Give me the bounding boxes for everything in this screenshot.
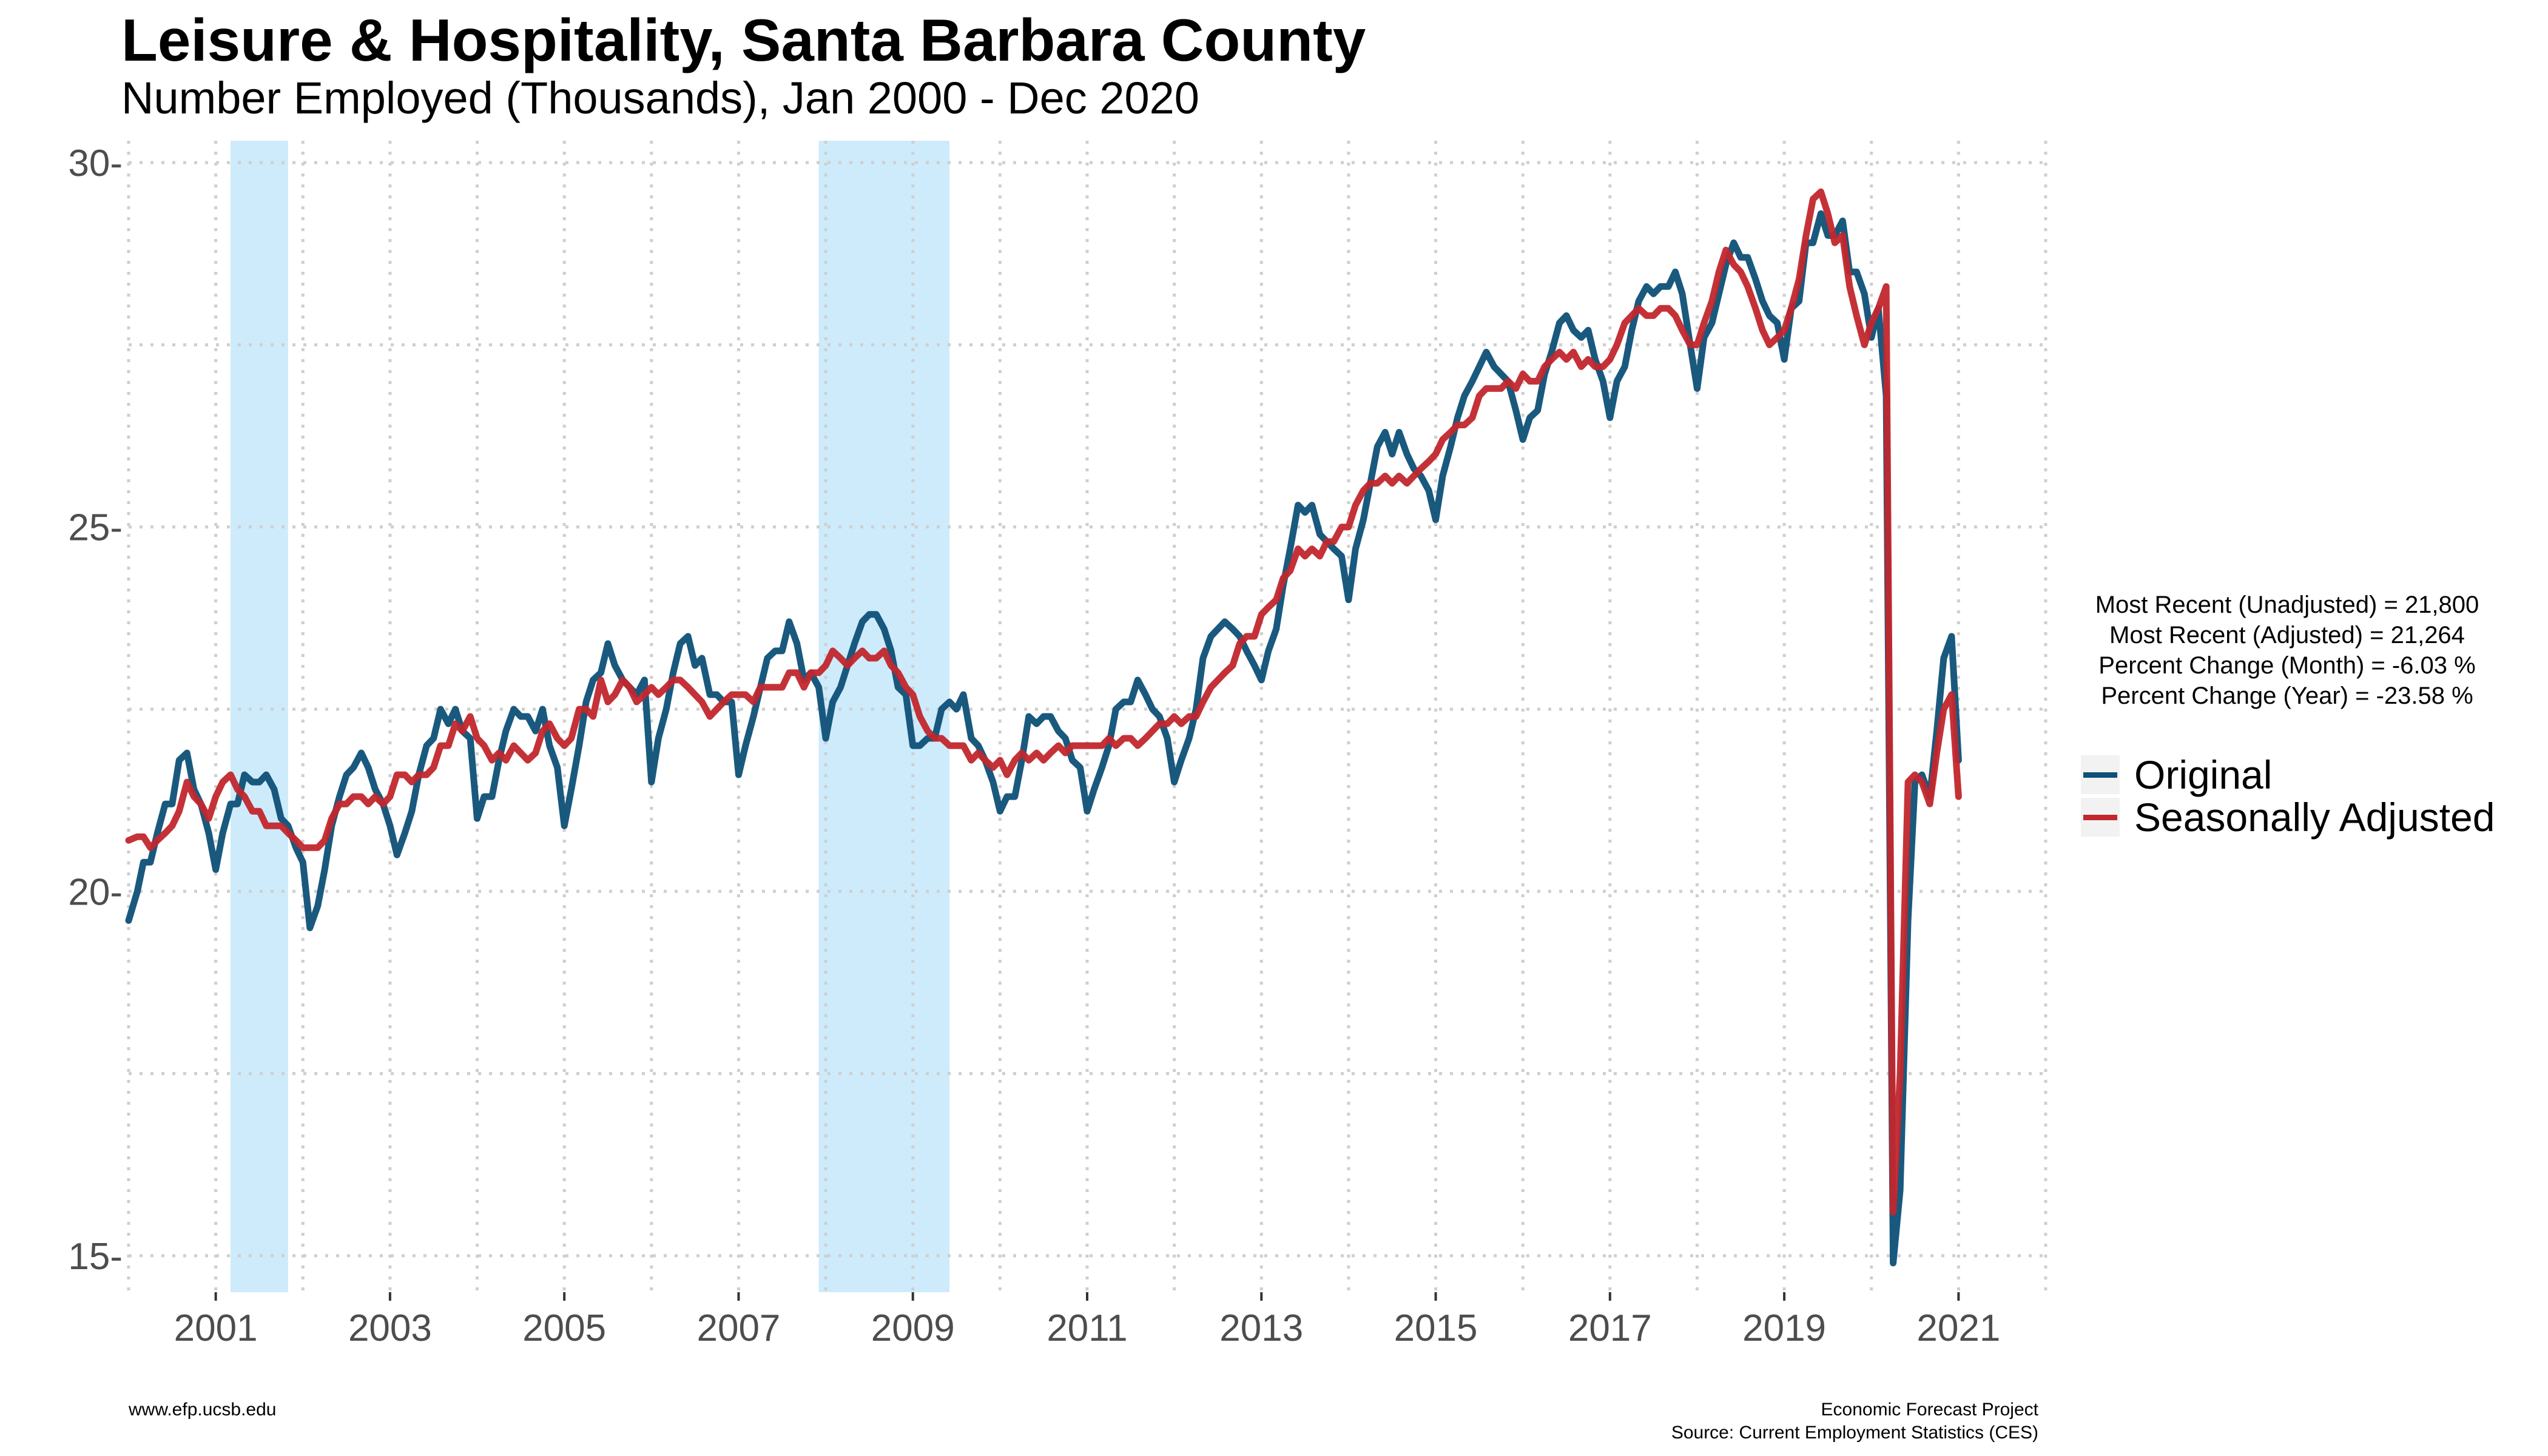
x-tick-label: 2009 [871,1307,955,1349]
footer-website: www.efp.ucsb.edu [129,1400,277,1420]
stat-most-recent-adjusted: Most Recent (Adjusted) = 21,264 [2109,622,2465,649]
x-tick-label: 2019 [1742,1307,1826,1349]
legend-label-original: Original [2134,752,2273,797]
chart-title: Leisure & Hospitality, Santa Barbara Cou… [121,7,1366,73]
recession-band [818,141,950,1292]
x-tick-label: 2005 [522,1307,606,1349]
legend-label-seasonally-adjusted: Seasonally Adjusted [2134,795,2495,840]
stat-most-recent-unadjusted: Most Recent (Unadjusted) = 21,800 [2095,592,2479,618]
legend-swatch-seasonally-adjusted [2081,798,2120,837]
grid-lines [127,141,2048,1292]
y-tick-label: 15- [68,1236,123,1278]
footer-organization: Economic Forecast Project [1821,1400,2038,1420]
axis-ticks: 15- 20- 25- 30- 2001 2003 2005 2007 2009 2011 2013… [68,143,2000,1349]
x-tick-label: 2003 [348,1307,432,1349]
footer-source-line: Source: Current Employment Statistics (C… [1671,1422,2038,1443]
x-tick-label: 2021 [1916,1307,2000,1349]
y-tick-label: 25- [68,507,123,549]
series-line-seasonally-adjusted [125,188,1962,1216]
chart-subtitle: Number Employed (Thousands), Jan 2000 - … [121,73,1199,123]
footer-source: Economic Forecast Project Source: Curren… [1671,1398,2038,1444]
series-line-original [125,210,1962,1267]
y-tick-label: 20- [68,871,123,913]
x-tick-label: 2011 [1046,1307,1127,1349]
x-tick-label: 2017 [1568,1307,1652,1349]
y-tick-label: 30- [68,143,123,184]
legend-swatch-original [2081,755,2120,794]
stat-percent-change-year: Percent Change (Year) = -23.58 % [2101,682,2473,709]
x-tick-label: 2007 [696,1307,780,1349]
x-tick-label: 2013 [1219,1307,1303,1349]
x-tick-label: 2001 [174,1307,258,1349]
data-series [125,188,1962,1267]
stat-percent-change-month: Percent Change (Month) = -6.03 % [2098,652,2476,679]
x-tick-label: 2015 [1394,1307,1478,1349]
recession-band [231,141,288,1292]
recession-bands [231,141,950,1292]
